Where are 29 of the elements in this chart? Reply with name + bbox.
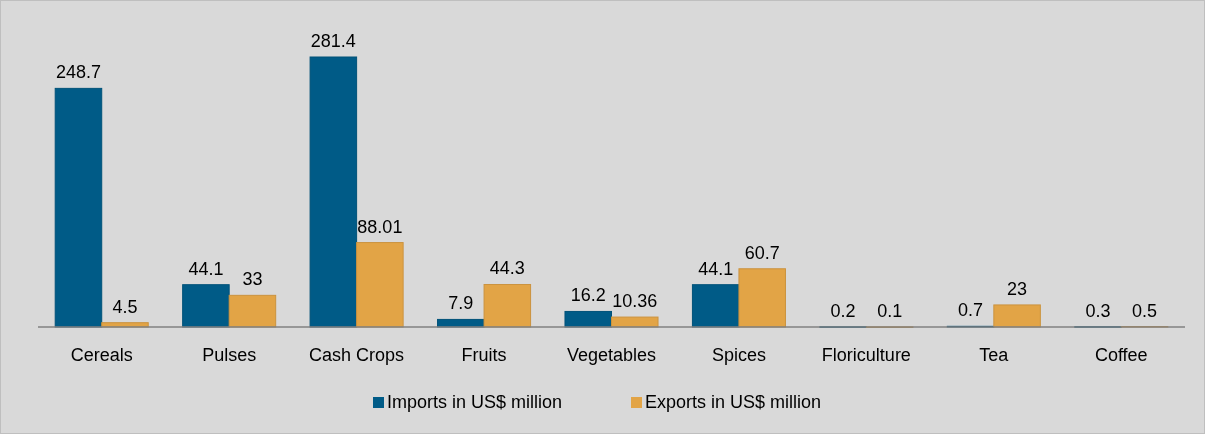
data-label: 44.1 [698, 258, 734, 279]
data-label: 16.2 [570, 285, 606, 306]
data-label: 0.5 [1132, 300, 1158, 321]
data-label: 0.7 [958, 300, 984, 321]
data-label: 248.7 [55, 62, 101, 83]
data-label: 10.36 [612, 291, 658, 312]
x-tick-label: Pulses [202, 345, 257, 365]
x-tick-label: Fruits [461, 345, 507, 365]
data-label: 44.1 [188, 258, 224, 279]
x-tick-label: Spices [711, 345, 766, 365]
data-label: 33 [242, 269, 263, 290]
x-tick-label: Coffee [1094, 345, 1148, 365]
x-tick-label: Floriculture [821, 345, 911, 365]
legend-label: Exports in US$ million [645, 392, 822, 412]
data-label: 0.2 [830, 300, 856, 321]
data-label: 60.7 [744, 242, 780, 263]
data-label: 44.3 [489, 258, 525, 279]
data-label: 0.3 [1085, 300, 1111, 321]
data-label: 23 [1007, 278, 1028, 299]
x-tick-label: Cereals [70, 345, 133, 365]
legend-label: Imports in US$ million [387, 392, 563, 412]
x-tick-label: Tea [979, 345, 1010, 365]
data-label: 7.9 [448, 293, 474, 314]
x-tick-label: Cash Crops [309, 345, 405, 365]
data-label: 88.01 [357, 216, 403, 237]
data-label: 0.1 [877, 300, 903, 321]
x-tick-label: Vegetables [566, 345, 657, 365]
data-label: 4.5 [112, 296, 138, 317]
data-label: 281.4 [310, 31, 356, 51]
